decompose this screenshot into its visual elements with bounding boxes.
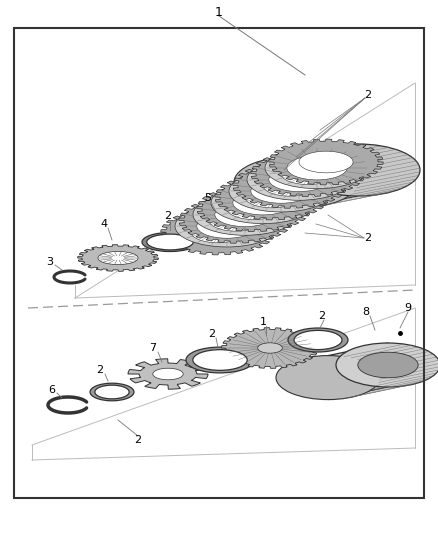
Ellipse shape (294, 330, 342, 350)
Ellipse shape (229, 171, 333, 212)
Ellipse shape (233, 191, 293, 215)
Polygon shape (197, 186, 311, 231)
Polygon shape (328, 343, 388, 400)
Text: 2: 2 (208, 329, 215, 339)
Ellipse shape (281, 163, 335, 184)
Ellipse shape (175, 205, 279, 247)
Ellipse shape (95, 385, 129, 399)
Polygon shape (128, 359, 208, 389)
Polygon shape (215, 174, 329, 220)
Polygon shape (179, 197, 293, 243)
Text: 2: 2 (364, 233, 371, 243)
Ellipse shape (227, 198, 281, 220)
Ellipse shape (193, 193, 297, 235)
Ellipse shape (98, 252, 138, 264)
Text: 2: 2 (134, 435, 141, 445)
Text: 1: 1 (215, 5, 223, 19)
Text: 7: 7 (149, 343, 156, 353)
Ellipse shape (299, 151, 353, 173)
Ellipse shape (234, 156, 358, 208)
Ellipse shape (276, 356, 380, 400)
Text: 2: 2 (96, 365, 103, 375)
Ellipse shape (193, 350, 247, 370)
Text: 8: 8 (362, 307, 370, 317)
Text: 2: 2 (164, 211, 172, 221)
Ellipse shape (247, 159, 351, 200)
Ellipse shape (197, 214, 257, 238)
Ellipse shape (358, 352, 418, 378)
Polygon shape (222, 328, 318, 368)
Text: 2: 2 (364, 90, 371, 100)
Ellipse shape (197, 220, 243, 236)
Ellipse shape (142, 232, 198, 252)
Polygon shape (78, 245, 158, 271)
Ellipse shape (258, 343, 283, 353)
Ellipse shape (265, 147, 369, 189)
Ellipse shape (296, 144, 420, 196)
Ellipse shape (245, 186, 299, 208)
Ellipse shape (153, 368, 183, 380)
Ellipse shape (287, 156, 347, 180)
Text: 4: 4 (100, 219, 108, 229)
Text: 2: 2 (318, 311, 325, 321)
Polygon shape (296, 144, 358, 208)
Polygon shape (161, 209, 275, 255)
Polygon shape (269, 139, 383, 185)
Ellipse shape (263, 174, 317, 196)
Text: 5: 5 (205, 193, 212, 203)
Ellipse shape (251, 179, 311, 203)
Ellipse shape (147, 234, 193, 250)
Polygon shape (251, 151, 365, 197)
Polygon shape (233, 163, 347, 208)
Ellipse shape (288, 328, 348, 352)
Ellipse shape (269, 167, 329, 191)
Text: 3: 3 (46, 257, 53, 267)
Text: 1: 1 (259, 317, 266, 327)
Ellipse shape (211, 182, 315, 224)
Ellipse shape (186, 347, 254, 373)
Ellipse shape (191, 221, 245, 243)
Ellipse shape (90, 383, 134, 401)
Ellipse shape (180, 214, 260, 243)
Text: 9: 9 (404, 303, 412, 313)
Ellipse shape (336, 343, 438, 387)
Ellipse shape (209, 209, 263, 231)
Text: 6: 6 (49, 385, 56, 395)
Ellipse shape (215, 203, 275, 227)
Ellipse shape (256, 165, 336, 199)
